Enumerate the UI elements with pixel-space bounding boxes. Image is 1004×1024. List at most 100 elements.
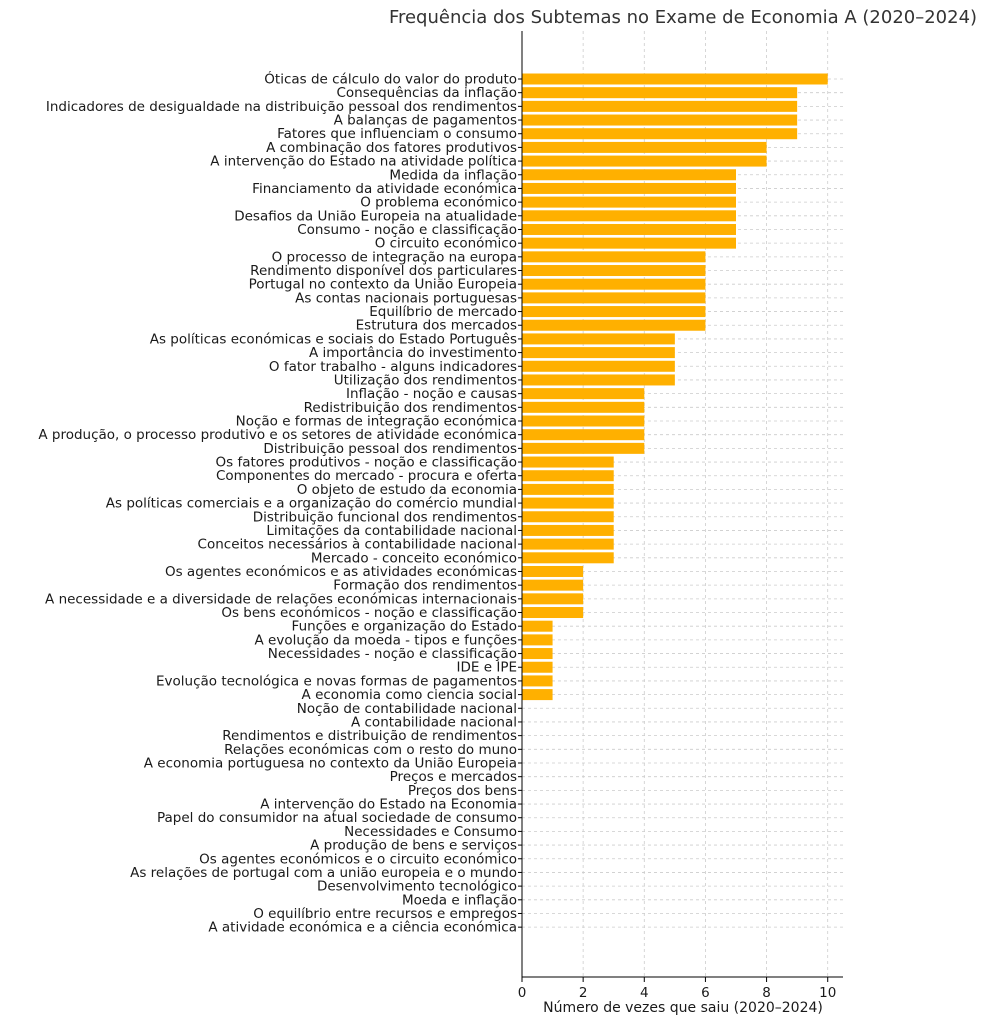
bar [522, 538, 614, 550]
category-label: Estrutura dos mercados [356, 318, 517, 334]
bar [522, 661, 553, 673]
category-label: Os agentes económicos e as atividades ec… [165, 564, 517, 580]
category-label: Relações económicas com o resto do muno [224, 742, 517, 758]
category-label: Distribuição funcional dos rendimentos [253, 509, 517, 525]
category-label: A economia portuguesa no contexto da Uni… [144, 756, 517, 772]
category-label: Consumo - noção e classificação [297, 222, 517, 238]
category-label: Consequências da inflação [336, 85, 517, 101]
category-label: Inflação - noção e causas [346, 386, 517, 402]
bars [522, 73, 828, 701]
category-label: A balanças de pagamentos [334, 113, 517, 129]
category-label: Componentes do mercado - procura e ofert… [216, 468, 517, 484]
bar [522, 196, 736, 208]
bar [522, 292, 706, 304]
category-label: A combinação dos fatores produtivos [266, 140, 517, 156]
category-label: Utilização dos rendimentos [334, 372, 517, 388]
category-label: Rendimentos e distribuição de rendimento… [222, 728, 517, 744]
x-tick-label: 8 [762, 985, 771, 1001]
x-tick-label: 10 [819, 985, 836, 1001]
category-label: As contas nacionais portuguesas [295, 290, 517, 306]
bar [522, 524, 614, 536]
x-axis-ticks: 0 2 4 6 8 10 [518, 977, 836, 1001]
bar [522, 415, 645, 427]
bar [522, 579, 584, 591]
bar [522, 360, 675, 372]
bar [522, 634, 553, 646]
category-label: A importância do investimento [309, 345, 517, 361]
category-label: As relações de portugal com a união euro… [130, 865, 517, 881]
category-label: Moeda e inflação [402, 892, 517, 908]
bar [522, 401, 645, 413]
bar [522, 607, 584, 619]
category-label: A contabilidade nacional [351, 714, 517, 730]
category-label: Papel do consumidor na atual sociedade d… [157, 810, 517, 826]
bar [522, 128, 798, 140]
bar [522, 675, 553, 687]
bar [522, 374, 675, 386]
bar [522, 497, 614, 509]
category-label: A produção, o processo produtivo e os se… [38, 427, 517, 443]
bar [522, 470, 614, 482]
category-label: O circuito económico [375, 236, 517, 252]
bar [522, 223, 736, 235]
category-label: O equilíbrio entre recursos e empregos [253, 906, 517, 922]
category-label: Rendimento disponível dos particulares [250, 263, 517, 279]
bar [522, 114, 798, 126]
category-label: Preços dos bens [408, 783, 517, 799]
bar [522, 552, 614, 564]
bar [522, 347, 675, 359]
category-label: A necessidade e a diversidade de relaçõe… [45, 591, 517, 607]
category-label: Limitações da contabilidade nacional [266, 523, 517, 539]
bar [522, 620, 553, 632]
category-label: Equilíbrio de mercado [369, 304, 517, 320]
bar [522, 87, 798, 99]
category-label: Necessidades - noção e classificação [268, 646, 517, 662]
category-label: O problema económico [360, 195, 517, 211]
category-label: Distribuição pessoal dos rendimentos [263, 441, 517, 457]
bar [522, 182, 736, 194]
category-label: O processo de integração na europa [272, 249, 517, 265]
category-label: Medida da inflação [389, 167, 517, 183]
bar [522, 388, 645, 400]
category-label: A atividade económica e a ciência económ… [208, 920, 517, 936]
category-label: A produção de bens e serviços [310, 838, 517, 854]
bar [522, 251, 706, 263]
category-label: IDE e IPE [457, 660, 517, 676]
category-label: Os fatores produtivos - noção e classifi… [216, 455, 517, 471]
category-label: Evolução tecnológica e novas formas de p… [156, 673, 517, 689]
category-label: Óticas de cálculo do valor do produto [264, 70, 517, 88]
bar [522, 155, 767, 167]
category-label: Redistribuição dos rendimentos [304, 400, 517, 416]
bar [522, 483, 614, 495]
bar [522, 278, 706, 290]
bar [522, 456, 614, 468]
bar [522, 565, 584, 577]
bar [522, 169, 736, 181]
category-label: Preços e mercados [390, 769, 517, 785]
bar [522, 237, 736, 249]
category-label: Formação dos rendimentos [333, 578, 517, 594]
category-labels: Óticas de cálculo do valor do produtoCon… [38, 70, 522, 936]
category-label: Mercado - conceito económico [311, 550, 517, 566]
bar [522, 319, 706, 331]
x-tick-label: 2 [579, 985, 588, 1001]
category-label: Noção e formas de integração económica [236, 414, 517, 430]
bar [522, 429, 645, 441]
x-tick-label: 4 [640, 985, 649, 1001]
category-label: Necessidades e Consumo [344, 824, 517, 840]
category-label: Portugal no contexto da União Europeia [249, 277, 517, 293]
category-label: As políticas económicas e sociais do Est… [150, 331, 517, 347]
bar [522, 333, 675, 345]
category-label: Os bens económicos - noção e classificaç… [221, 605, 517, 621]
bar [522, 265, 706, 277]
category-label: Funções e organização do Estado [292, 619, 517, 635]
category-label: Conceitos necessários à contabilidade na… [198, 537, 517, 553]
bar [522, 442, 645, 454]
category-label: Desenvolvimento tecnológico [317, 879, 517, 895]
bar [522, 648, 553, 660]
bar [522, 73, 828, 85]
chart-title: Frequência dos Subtemas no Exame de Econ… [389, 7, 977, 28]
category-label: A intervenção do Estado na Economia [260, 797, 517, 813]
category-label: As políticas comerciais e a organização … [106, 496, 517, 512]
bar [522, 100, 798, 112]
